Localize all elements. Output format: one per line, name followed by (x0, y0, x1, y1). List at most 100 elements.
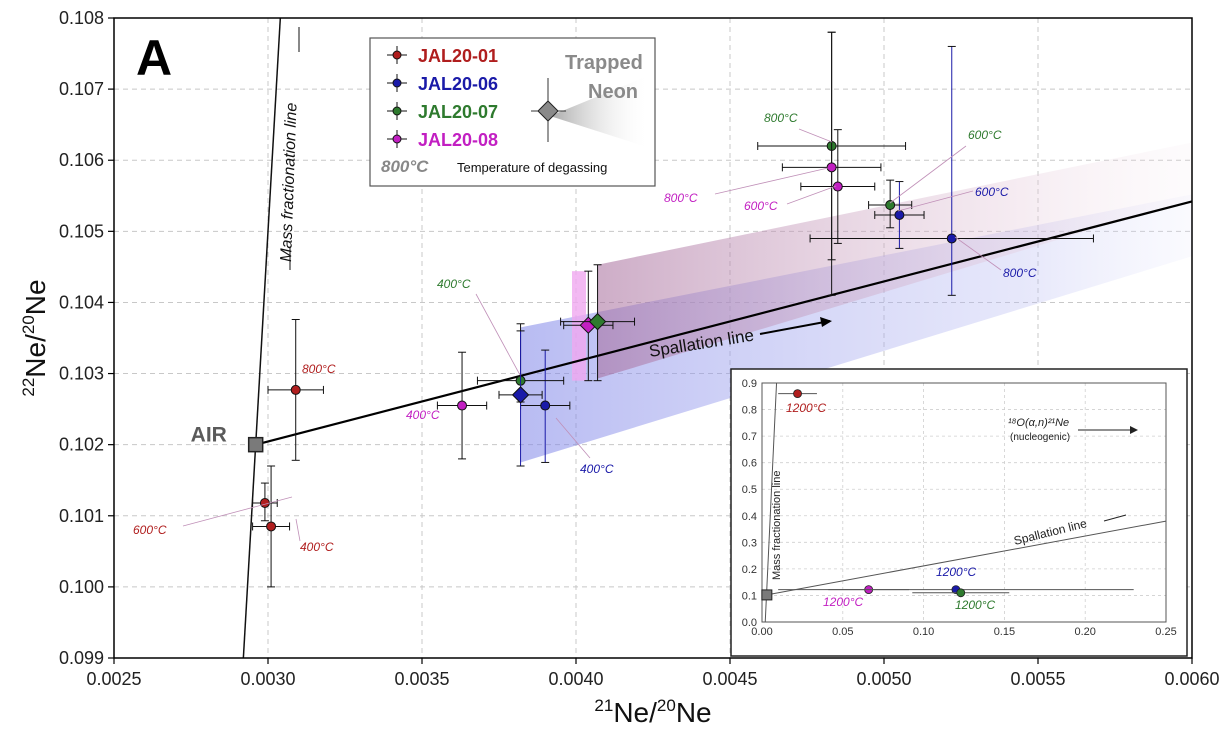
inset-temp-label: 1200°C (786, 401, 826, 415)
air-label: AIR (191, 424, 227, 447)
inset-x-tick-label: 0.20 (1074, 626, 1095, 638)
data-point-jal20-01 (290, 384, 301, 395)
temperature-label: 400°C (437, 277, 471, 291)
inset-y-tick-label: 0.2 (742, 564, 757, 576)
temp-leader-line (714, 167, 829, 195)
inset-nucleogenic-arrowhead (1130, 426, 1138, 434)
y-tick-label: 0.104 (59, 292, 104, 312)
inset-x-tick-label: 0.05 (832, 626, 853, 638)
temp-leader-line (798, 128, 833, 143)
legend-temp-caption: Temperature of degassing (457, 160, 607, 175)
temperature-label: 800°C (664, 191, 698, 205)
y-tick-label: 0.099 (59, 648, 104, 668)
trapped-neon-point (511, 386, 530, 404)
temp-leader-line (954, 236, 1002, 271)
inset-y-tick-label: 0.1 (742, 590, 757, 602)
temperature-label: 800°C (302, 362, 336, 376)
inset-spallation-arrow (1103, 514, 1127, 522)
inset-air-marker (761, 589, 773, 601)
y-tick-label: 0.105 (59, 221, 104, 241)
inset-x-tick-label: 0.15 (994, 626, 1015, 638)
trapped-neon-gradient (550, 75, 650, 148)
legend-entry-label: JAL20-06 (418, 74, 498, 94)
inset-nucleogenic-label: ¹⁸O(α,n)²¹Ne (1008, 417, 1069, 429)
temperature-label: 600°C (133, 523, 167, 537)
inset-x-tick-label: 0.10 (913, 626, 934, 638)
x-tick-label: 0.0030 (240, 669, 295, 689)
temperature-label: 400°C (580, 462, 614, 476)
inset-y-tick-label: 0.9 (742, 378, 757, 390)
x-tick-label: 0.0025 (86, 669, 141, 689)
y-tick-label: 0.103 (59, 364, 104, 384)
spallation-band-blue (520, 194, 1192, 463)
legend-marker (392, 106, 402, 116)
y-tick-label: 0.107 (59, 79, 104, 99)
legend-title-line2: Neon (588, 81, 638, 103)
data-point-jal20-06 (894, 209, 905, 220)
mass-fractionation-line (242, 17, 282, 659)
temperature-label: 600°C (968, 128, 1002, 142)
temp-leader-line (475, 293, 521, 376)
inset-x-tick-label: 0.00 (751, 626, 772, 638)
inset-temp-label: 1200°C (936, 565, 976, 579)
x-tick-label: 0.0045 (702, 669, 757, 689)
legend-trap-marker (537, 100, 559, 122)
inset-data-point (793, 389, 802, 399)
inset-data-point (956, 588, 966, 598)
data-point-jal20-07 (885, 200, 896, 211)
panel-label: A (136, 30, 172, 86)
inset-y-tick-label: 0.4 (742, 511, 757, 523)
data-point-jal20-01 (266, 521, 277, 532)
legend-temp-example: 800°C (381, 157, 429, 176)
temp-leader-line (889, 145, 967, 204)
temp-leader-line (295, 518, 301, 542)
data-point-jal20-06 (540, 400, 551, 411)
temp-leader-line (786, 185, 837, 205)
spallation-line (255, 200, 1193, 446)
spallation-arrow (759, 320, 831, 335)
legend-entry-label: JAL20-08 (418, 130, 498, 150)
x-tick-label: 0.0040 (548, 669, 603, 689)
temperature-label: 800°C (764, 111, 798, 125)
x-tick-label: 0.0055 (1010, 669, 1065, 689)
y-tick-label: 0.102 (59, 435, 104, 455)
data-points: AIR 800°C 600°C 400°C 400°C 400°C 400°C 800°C 80… (133, 31, 1094, 588)
inset-temp-label: 1200°C (823, 595, 863, 609)
inset-y-tick-label: 0.3 (742, 537, 757, 549)
temp-leader-line (897, 190, 974, 212)
spallation-arrowhead (820, 317, 832, 327)
temp-leader-line (182, 496, 293, 527)
legend-marker (392, 78, 402, 88)
inset-y-tick-label: 0.5 (742, 484, 757, 496)
inset-mf-label: Mass fractionation line (771, 471, 783, 580)
legend-title-line1: Trapped (565, 52, 643, 74)
x-tick-label: 0.0050 (856, 669, 911, 689)
inset-nucleogenic-sub: (nucleogenic) (1010, 432, 1070, 443)
axes: 0.0025 0.0030 0.0035 0.0040 0.0045 0.0050 0.00… (19, 8, 1220, 728)
inset-y-tick-label: 0.8 (742, 405, 757, 417)
temperature-label: 400°C (300, 540, 334, 554)
data-point-jal20-06 (946, 233, 957, 244)
inset-mass-fractionation-line (764, 382, 778, 623)
inset-spallation-line (766, 520, 1167, 596)
temperature-label: 800°C (1003, 266, 1037, 280)
inset-y-tick-label: 0.6 (742, 458, 757, 470)
legend: JAL20-01 JAL20-06 JAL20-07 JAL20-08 800°C Tem… (369, 37, 656, 187)
inset-y-tick-label: 0.7 (742, 431, 757, 443)
temperature-label: 600°C (975, 185, 1009, 199)
temp-leader-line (555, 417, 591, 459)
data-point-jal20-08 (832, 181, 843, 192)
data-point-jal20-08 (826, 162, 837, 173)
y-tick-label: 0.108 (59, 8, 104, 28)
inset-y-tick-label: 0.0 (742, 617, 757, 629)
inset-x-tick-label: 0.25 (1155, 626, 1176, 638)
trapped-neon-point (588, 312, 607, 331)
legend-marker (392, 134, 402, 144)
mass-fractionation-label: Mass fractionation line (278, 102, 301, 262)
inset-background (730, 368, 1188, 657)
x-tick-label: 0.0035 (394, 669, 449, 689)
temperature-label: 400°C (406, 408, 440, 422)
legend-entry-label: JAL20-07 (418, 102, 498, 122)
inset-chart: 0.00 0.05 0.10 0.15 0.20 0.25 0.0 0.1 0.2 0.3 0.4 0… (730, 368, 1188, 657)
spallation-band-mixed (597, 142, 1192, 379)
